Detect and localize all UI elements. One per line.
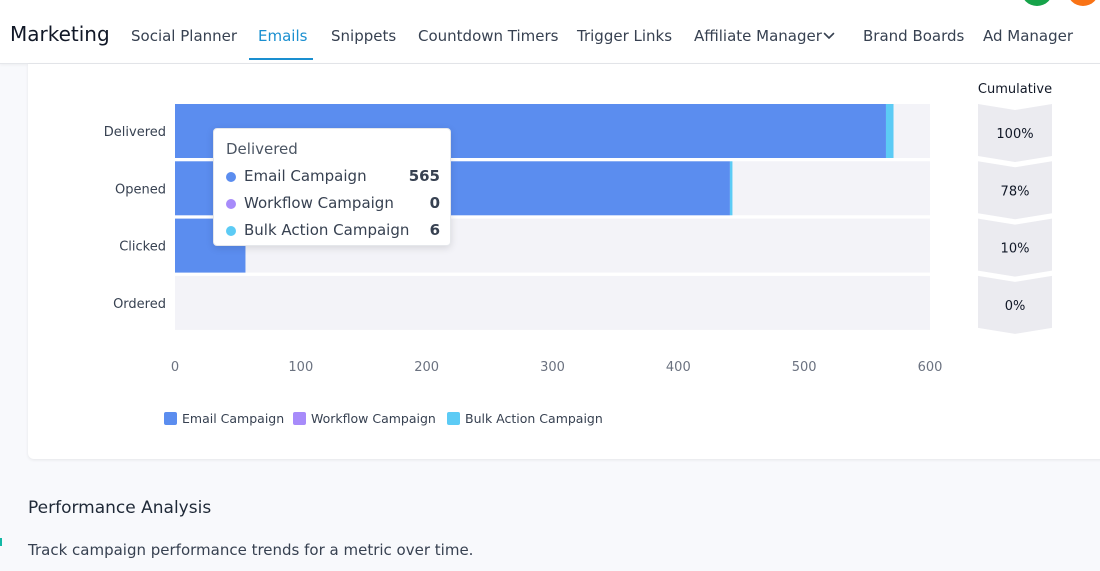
- bar-track: [175, 275, 930, 330]
- cumulative-badge: [978, 218, 1052, 277]
- tooltip-series-name: Email Campaign: [244, 167, 367, 185]
- tab-affiliate-manager[interactable]: Affiliate Manager: [694, 27, 822, 45]
- tooltip-series-value: 6: [429, 221, 440, 239]
- chevron-down-icon[interactable]: [823, 30, 835, 42]
- cumulative-value: 78%: [1001, 184, 1030, 199]
- cumulative-badge: [978, 275, 1052, 334]
- section-description: Track campaign performance trends for a …: [28, 541, 474, 559]
- legend-label[interactable]: Email Campaign: [182, 411, 284, 426]
- tooltip-series-name: Bulk Action Campaign: [244, 221, 410, 239]
- tooltip-series-value: 0: [429, 194, 440, 212]
- x-tick-label: 200: [414, 360, 439, 375]
- tooltip-row: Email Campaign 565: [226, 165, 440, 187]
- legend-label[interactable]: Bulk Action Campaign: [465, 411, 603, 426]
- legend-swatch[interactable]: [164, 412, 177, 425]
- tab-brand-boards[interactable]: Brand Boards: [863, 27, 965, 45]
- bar-segment[interactable]: [729, 161, 733, 216]
- active-tab-indicator: [249, 58, 313, 60]
- tooltip-series-name: Workflow Campaign: [244, 194, 394, 212]
- cumulative-title: Cumulative: [978, 82, 1052, 97]
- category-label: Opened: [115, 182, 166, 197]
- tooltip-series-value: 565: [408, 167, 440, 185]
- x-tick-label: 600: [918, 360, 943, 375]
- series-dot-icon: [226, 172, 236, 182]
- tab-ad-manager[interactable]: Ad Manager: [983, 27, 1074, 45]
- section-title: Performance Analysis: [28, 498, 212, 518]
- tooltip-row: Workflow Campaign 0: [226, 192, 440, 214]
- avatar[interactable]: [1067, 0, 1099, 6]
- series-dot-icon: [226, 199, 236, 209]
- cumulative-value: 100%: [996, 127, 1033, 142]
- category-label: Clicked: [119, 240, 166, 255]
- cumulative-badge: [978, 161, 1052, 220]
- legend-label[interactable]: Workflow Campaign: [311, 411, 436, 426]
- avatar[interactable]: [1021, 0, 1053, 6]
- x-tick-label: 0: [171, 360, 179, 375]
- funnel-bar-chart: Delivered 100% Opened 78% Clicked 10% Ordered 0…: [104, 82, 1052, 426]
- category-label: Ordered: [113, 297, 166, 312]
- legend-swatch[interactable]: [447, 412, 460, 425]
- tab-emails[interactable]: Emails: [258, 27, 308, 45]
- tab-snippets[interactable]: Snippets: [331, 27, 397, 45]
- tab-social-planner[interactable]: Social Planner: [131, 27, 238, 45]
- x-tick-label: 100: [288, 360, 313, 375]
- tooltip-title: Delivered: [226, 140, 298, 158]
- chart-tooltip: Delivered Email Campaign 565 Workflow Ca…: [213, 128, 451, 246]
- top-navigation: Marketing Social Planner Emails Snippets…: [0, 0, 1100, 64]
- bar-segment[interactable]: [885, 104, 894, 158]
- tab-countdown-timers[interactable]: Countdown Timers: [418, 27, 559, 45]
- cumulative-value: 0%: [1005, 299, 1026, 314]
- series-dot-icon: [226, 226, 236, 236]
- edge-marker: [0, 538, 2, 546]
- legend-swatch[interactable]: [293, 412, 306, 425]
- x-tick-label: 500: [792, 360, 817, 375]
- x-tick-label: 300: [540, 360, 565, 375]
- tooltip-row: Bulk Action Campaign 6: [226, 219, 440, 241]
- tab-trigger-links[interactable]: Trigger Links: [577, 27, 673, 45]
- cumulative-value: 10%: [1001, 242, 1030, 257]
- category-label: Delivered: [104, 125, 166, 140]
- x-tick-label: 400: [666, 360, 691, 375]
- page-title: Marketing: [10, 22, 110, 46]
- cumulative-badge: [978, 104, 1052, 162]
